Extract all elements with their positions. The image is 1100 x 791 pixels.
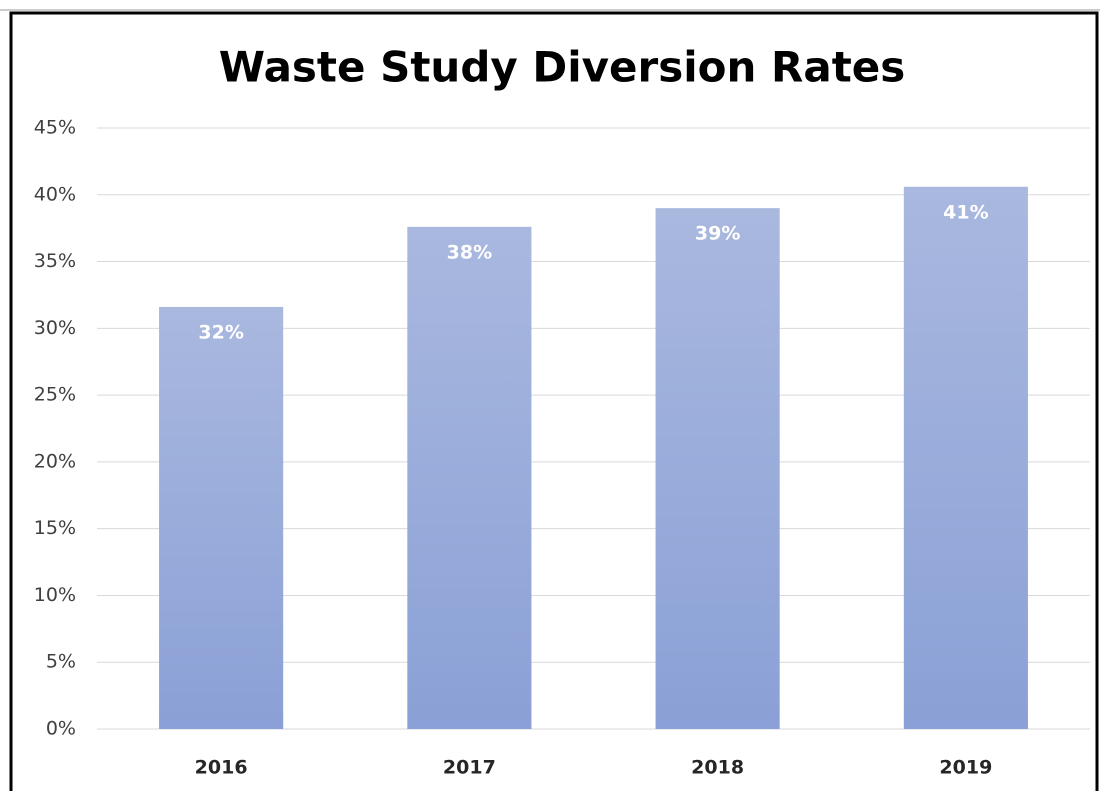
bar	[903, 186, 1028, 729]
x-tick-label: 2017	[443, 757, 496, 779]
value-label: 41%	[943, 201, 988, 223]
x-tick-label: 2019	[939, 757, 992, 779]
y-tick-label: 5%	[46, 651, 76, 673]
value-label: 32%	[198, 321, 243, 343]
bar	[159, 306, 284, 729]
x-tick-label: 2018	[691, 757, 744, 779]
y-tick-label: 30%	[34, 317, 76, 339]
chart-title: Waste Study Diversion Rates	[219, 43, 906, 92]
y-tick-label: 10%	[34, 584, 76, 606]
value-label: 38%	[447, 241, 492, 263]
value-label: 39%	[695, 223, 740, 245]
x-tick-label: 2016	[195, 757, 248, 779]
y-tick-label: 35%	[34, 250, 76, 272]
y-tick-label: 45%	[34, 117, 76, 139]
y-tick-label: 0%	[46, 718, 76, 740]
y-tick-label: 20%	[34, 450, 76, 472]
y-tick-label: 25%	[34, 384, 76, 406]
chart-border	[9, 11, 1099, 791]
y-tick-label: 15%	[34, 517, 76, 539]
bar	[655, 208, 780, 730]
bar	[407, 226, 532, 729]
y-tick-label: 40%	[34, 183, 76, 205]
